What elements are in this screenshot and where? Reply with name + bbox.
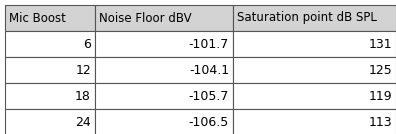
Bar — [95, 5, 233, 31]
Text: 6: 6 — [83, 38, 91, 51]
Text: 119: 119 — [368, 90, 392, 103]
Bar — [95, 109, 233, 134]
Bar — [233, 109, 396, 134]
Bar — [95, 31, 233, 57]
Bar — [233, 31, 396, 57]
Text: 24: 24 — [75, 116, 91, 129]
Text: -101.7: -101.7 — [189, 38, 229, 51]
Bar — [233, 5, 396, 31]
Text: 18: 18 — [75, 90, 91, 103]
Bar — [233, 83, 396, 109]
Bar — [95, 83, 233, 109]
Bar — [5, 5, 95, 31]
Bar — [5, 57, 95, 83]
Text: -105.7: -105.7 — [188, 90, 229, 103]
Text: Noise Floor dBV: Noise Floor dBV — [99, 12, 192, 25]
Bar — [5, 83, 95, 109]
Text: 125: 125 — [368, 64, 392, 77]
Text: 131: 131 — [368, 38, 392, 51]
Bar — [95, 57, 233, 83]
Text: Saturation point dB SPL: Saturation point dB SPL — [237, 12, 377, 25]
Bar — [5, 31, 95, 57]
Text: -104.1: -104.1 — [189, 64, 229, 77]
Text: 12: 12 — [75, 64, 91, 77]
Bar — [5, 109, 95, 134]
Text: 113: 113 — [368, 116, 392, 129]
Bar — [233, 57, 396, 83]
Text: Mic Boost: Mic Boost — [9, 12, 66, 25]
Text: -106.5: -106.5 — [189, 116, 229, 129]
